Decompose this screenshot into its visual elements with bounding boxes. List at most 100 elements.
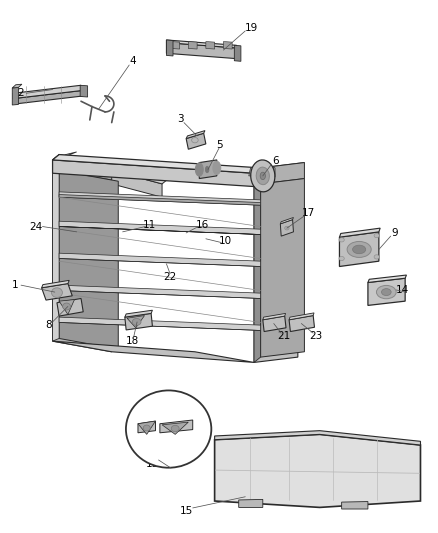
Text: 9: 9 <box>391 228 398 238</box>
Polygon shape <box>215 434 420 507</box>
Text: 16: 16 <box>196 220 209 230</box>
Text: 24: 24 <box>29 222 42 231</box>
Polygon shape <box>12 84 22 88</box>
Polygon shape <box>339 228 380 237</box>
Polygon shape <box>261 163 304 184</box>
Text: 4: 4 <box>129 56 136 66</box>
Polygon shape <box>59 253 261 266</box>
Polygon shape <box>59 285 261 298</box>
Polygon shape <box>289 313 314 320</box>
Polygon shape <box>254 163 304 173</box>
Text: 10: 10 <box>219 237 232 246</box>
Polygon shape <box>42 280 69 288</box>
Polygon shape <box>125 313 152 330</box>
Polygon shape <box>254 184 261 362</box>
Polygon shape <box>138 421 155 433</box>
Ellipse shape <box>260 172 265 180</box>
Text: 11: 11 <box>143 220 156 230</box>
Polygon shape <box>215 431 420 445</box>
Text: 3: 3 <box>177 115 184 124</box>
Polygon shape <box>160 420 193 433</box>
Polygon shape <box>59 290 261 298</box>
Polygon shape <box>186 131 205 139</box>
Polygon shape <box>59 192 261 205</box>
Polygon shape <box>166 43 237 59</box>
Ellipse shape <box>339 238 344 242</box>
Ellipse shape <box>374 255 379 259</box>
Ellipse shape <box>339 256 344 261</box>
Ellipse shape <box>251 160 275 192</box>
Polygon shape <box>166 40 173 56</box>
Polygon shape <box>13 85 81 99</box>
Polygon shape <box>53 173 112 352</box>
Polygon shape <box>289 316 314 332</box>
Polygon shape <box>223 42 232 49</box>
Polygon shape <box>188 42 197 49</box>
Text: 8: 8 <box>45 320 52 330</box>
Polygon shape <box>53 155 59 341</box>
Polygon shape <box>59 155 118 181</box>
Ellipse shape <box>195 163 203 176</box>
Polygon shape <box>53 152 77 160</box>
Text: 14: 14 <box>396 285 409 295</box>
Polygon shape <box>138 421 155 434</box>
Text: 22: 22 <box>163 272 177 281</box>
Polygon shape <box>234 45 241 61</box>
Polygon shape <box>53 155 118 171</box>
Polygon shape <box>206 42 215 49</box>
Polygon shape <box>59 221 261 235</box>
Polygon shape <box>112 165 169 184</box>
Ellipse shape <box>126 390 211 468</box>
Text: 23: 23 <box>310 331 323 341</box>
Polygon shape <box>267 165 275 177</box>
Polygon shape <box>171 42 180 49</box>
Polygon shape <box>53 155 261 173</box>
Polygon shape <box>53 341 254 362</box>
Text: 1: 1 <box>12 280 19 290</box>
Polygon shape <box>280 220 293 236</box>
Polygon shape <box>59 322 261 330</box>
Text: 18: 18 <box>126 336 139 346</box>
Polygon shape <box>254 181 298 362</box>
Text: 2: 2 <box>17 88 24 98</box>
Ellipse shape <box>374 233 379 238</box>
Polygon shape <box>261 179 304 357</box>
Ellipse shape <box>63 303 71 310</box>
Polygon shape <box>59 300 74 314</box>
Polygon shape <box>199 160 217 179</box>
Polygon shape <box>125 310 152 317</box>
Ellipse shape <box>381 289 391 295</box>
Ellipse shape <box>285 227 289 230</box>
Polygon shape <box>342 502 368 509</box>
Polygon shape <box>42 284 72 300</box>
Polygon shape <box>166 40 237 48</box>
Ellipse shape <box>205 166 209 173</box>
Ellipse shape <box>52 288 63 297</box>
Polygon shape <box>280 217 293 224</box>
Text: 19: 19 <box>244 23 258 33</box>
Ellipse shape <box>376 286 396 298</box>
Polygon shape <box>249 166 258 176</box>
Polygon shape <box>127 316 145 328</box>
Ellipse shape <box>171 425 179 432</box>
Polygon shape <box>186 133 206 149</box>
Polygon shape <box>59 195 261 205</box>
Polygon shape <box>368 278 405 305</box>
Polygon shape <box>263 313 286 320</box>
Polygon shape <box>339 232 379 266</box>
Polygon shape <box>59 259 261 266</box>
Polygon shape <box>59 317 261 330</box>
Polygon shape <box>53 160 254 187</box>
Polygon shape <box>162 422 188 434</box>
Ellipse shape <box>353 245 366 254</box>
Polygon shape <box>53 157 64 173</box>
Ellipse shape <box>256 167 269 184</box>
Text: 13: 13 <box>146 459 159 469</box>
Polygon shape <box>59 171 118 349</box>
Text: 5: 5 <box>216 140 223 150</box>
Ellipse shape <box>132 318 141 325</box>
Text: 6: 6 <box>272 156 279 166</box>
Polygon shape <box>57 298 83 316</box>
Polygon shape <box>13 91 83 104</box>
Polygon shape <box>12 87 18 105</box>
